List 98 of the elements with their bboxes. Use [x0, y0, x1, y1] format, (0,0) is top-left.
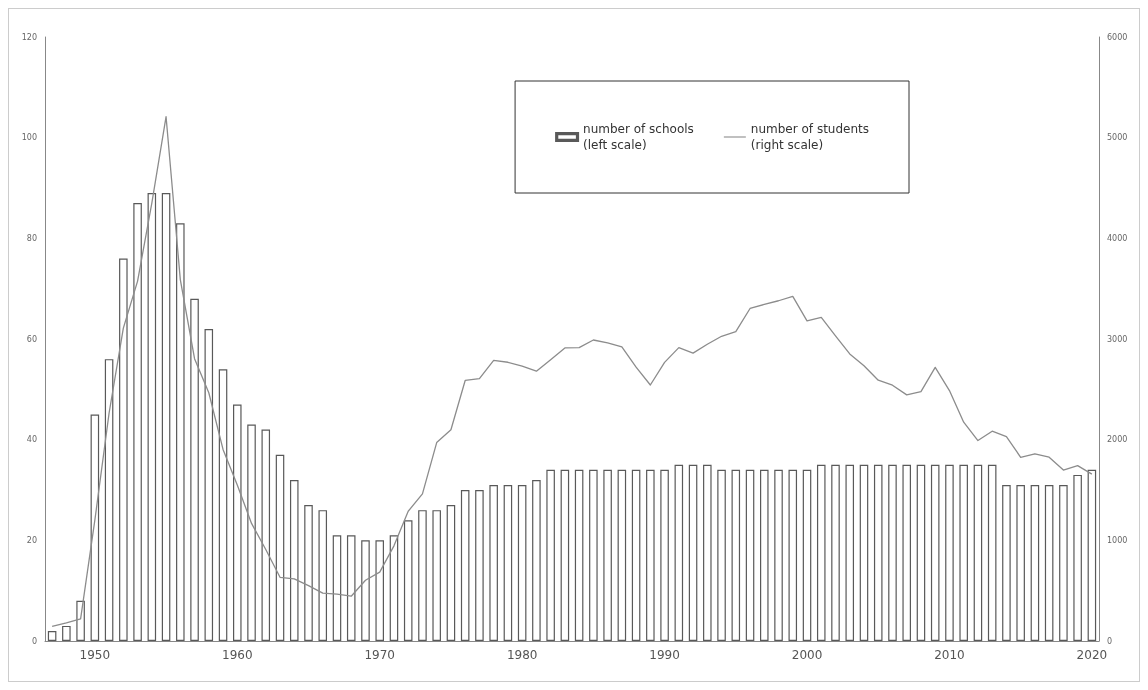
bar — [831, 464, 840, 641]
line-series — [51, 116, 1093, 628]
legend-label: number of schools (left scale) — [583, 122, 694, 152]
bar — [147, 193, 157, 641]
x-tick-label: 2010 — [934, 648, 965, 662]
bar — [987, 464, 997, 641]
x-tick-label: 1970 — [364, 648, 395, 662]
bar — [47, 630, 57, 641]
bar — [816, 464, 826, 641]
bar — [703, 464, 712, 641]
bar — [90, 414, 100, 641]
bar — [916, 464, 926, 641]
bar — [489, 484, 498, 641]
bar — [873, 464, 883, 641]
bar — [774, 469, 783, 641]
bar — [233, 404, 242, 641]
bar — [275, 454, 285, 641]
bar — [1002, 484, 1011, 641]
bar — [1087, 469, 1097, 641]
bar — [1030, 484, 1040, 641]
bar — [104, 359, 114, 641]
bar — [318, 510, 328, 641]
bar — [631, 469, 641, 641]
y2-tick-label: 1000 — [1107, 535, 1128, 545]
bar — [403, 520, 413, 641]
bar — [375, 540, 384, 641]
bar — [247, 424, 256, 641]
bar — [546, 469, 555, 641]
y2-tick-label: 6000 — [1107, 32, 1128, 42]
bar — [574, 469, 584, 641]
bar — [560, 469, 570, 641]
bar — [133, 203, 142, 641]
bar — [332, 535, 342, 641]
bar — [261, 429, 271, 641]
bar — [845, 464, 855, 641]
y2-tick-label: 5000 — [1107, 133, 1128, 143]
y-tick-label: 60 — [26, 334, 37, 344]
bar — [589, 469, 598, 641]
bar — [1073, 474, 1082, 641]
bar — [660, 469, 669, 641]
y2-tick-label: 4000 — [1107, 233, 1128, 243]
bar — [161, 193, 171, 641]
bar — [902, 464, 911, 641]
y-tick-label: 80 — [26, 233, 37, 243]
bar — [361, 540, 370, 641]
bar — [517, 484, 527, 641]
y-tick-label: 0 — [31, 636, 37, 646]
bar — [460, 490, 470, 641]
y2-tick-label: 0 — [1107, 636, 1113, 646]
bar — [646, 469, 655, 641]
bar — [802, 469, 812, 641]
bar — [674, 464, 684, 641]
bar — [760, 469, 769, 641]
bar — [603, 469, 612, 641]
bar — [731, 469, 741, 641]
bar — [204, 328, 214, 641]
bar — [1016, 484, 1025, 641]
bar — [1059, 484, 1068, 641]
bar — [62, 625, 71, 641]
bar — [973, 464, 983, 641]
bar — [176, 223, 185, 641]
bar — [346, 535, 356, 641]
bar — [304, 505, 313, 641]
bar — [289, 479, 299, 641]
x-tick-label: 1990 — [649, 648, 680, 662]
bar — [446, 505, 456, 641]
y-tick-label: 120 — [21, 32, 37, 42]
bar — [532, 479, 541, 641]
bar — [959, 464, 968, 641]
bar — [1044, 484, 1054, 641]
bar — [190, 298, 199, 641]
bar — [503, 484, 513, 641]
bar — [389, 535, 399, 641]
bar — [717, 469, 726, 641]
bar — [859, 464, 869, 641]
bar — [418, 510, 427, 641]
bar — [432, 510, 441, 641]
legend-label: number of students (right scale) — [750, 122, 869, 152]
x-tick-label: 2020 — [1076, 648, 1108, 662]
bar — [218, 369, 228, 641]
bar — [688, 464, 698, 641]
bar — [119, 258, 128, 641]
bar — [945, 464, 954, 641]
y-tick-label: 40 — [26, 435, 37, 445]
bar — [617, 469, 627, 641]
y-tick-label: 20 — [26, 535, 37, 545]
bar — [745, 469, 755, 641]
bar — [475, 490, 484, 641]
y2-tick-label: 3000 — [1107, 334, 1128, 344]
bar — [930, 464, 940, 641]
x-tick-label: 2000 — [791, 648, 823, 662]
x-tick-label: 1950 — [79, 648, 111, 662]
x-tick-label: 1960 — [222, 648, 253, 662]
y2-tick-label: 2000 — [1107, 435, 1128, 445]
bar — [788, 469, 798, 641]
x-tick-label: 1980 — [506, 648, 538, 662]
y-tick-label: 100 — [21, 133, 37, 143]
bar — [888, 464, 897, 641]
